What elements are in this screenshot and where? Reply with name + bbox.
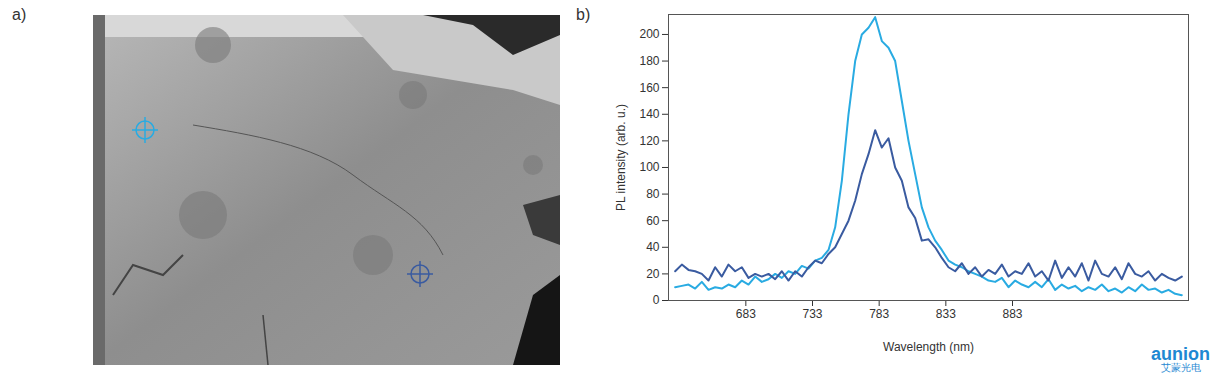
- svg-text:80: 80: [646, 187, 660, 201]
- svg-text:733: 733: [802, 307, 822, 321]
- svg-text:Wavelength (nm): Wavelength (nm): [883, 340, 974, 354]
- svg-text:140: 140: [639, 107, 659, 121]
- svg-text:120: 120: [639, 134, 659, 148]
- html-text:b): b): [576, 6, 591, 23]
- html-text:艾蒙光电: 艾蒙光电: [1160, 362, 1201, 373]
- svg-text:200: 200: [639, 27, 659, 41]
- svg-text:783: 783: [869, 307, 889, 321]
- svg-text:20: 20: [646, 267, 660, 281]
- svg-text:883: 883: [1002, 307, 1022, 321]
- svg-text:100: 100: [639, 160, 659, 174]
- svg-text:PL intensity (arb. u.): PL intensity (arb. u.): [614, 104, 628, 211]
- svg-text:160: 160: [639, 81, 659, 95]
- svg-text:833: 833: [936, 307, 956, 321]
- html-text:aunion: aunion: [1151, 344, 1210, 364]
- svg-text:0: 0: [653, 293, 660, 307]
- svg-text:180: 180: [639, 54, 659, 68]
- html-text:a): a): [12, 6, 27, 23]
- svg-text:60: 60: [646, 214, 660, 228]
- svg-text:40: 40: [646, 240, 660, 254]
- svg-text:683: 683: [736, 307, 756, 321]
